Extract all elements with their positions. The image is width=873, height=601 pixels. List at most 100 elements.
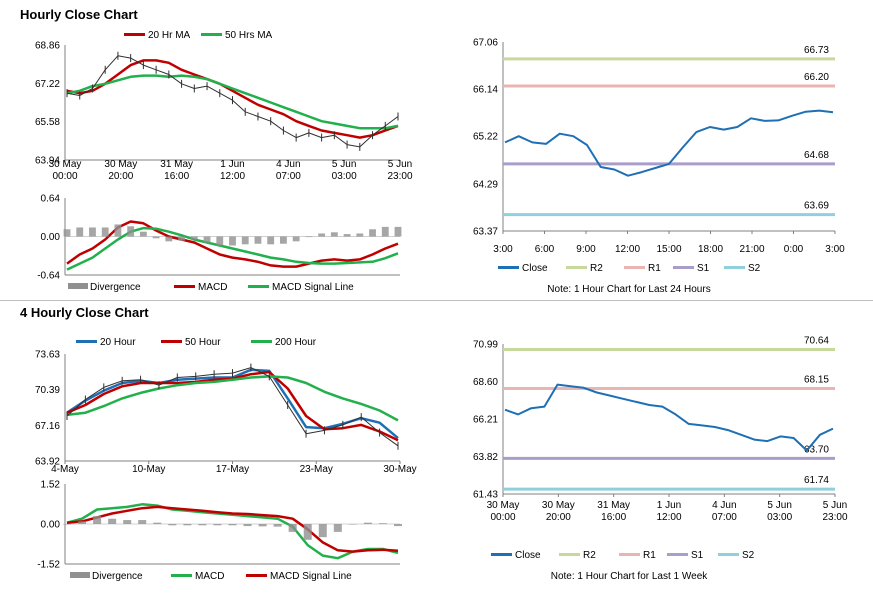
divergence-bar xyxy=(139,231,147,237)
y-tick-label: 68.60 xyxy=(473,377,498,388)
y-tick-label: 66.14 xyxy=(473,85,498,96)
divergence-bar xyxy=(267,236,275,245)
divergence-bar xyxy=(183,524,192,526)
x-tick-label: 23:00 xyxy=(822,512,847,523)
section-divider xyxy=(0,300,873,301)
y-tick-label: 70.99 xyxy=(473,340,498,351)
x-tick-label: 21:00 xyxy=(739,244,764,255)
divergence-bar xyxy=(318,233,326,237)
divergence-bar xyxy=(330,232,338,237)
y-tick-label: 0.64 xyxy=(41,194,61,205)
close-line xyxy=(504,383,834,452)
divergence-bar xyxy=(393,524,403,527)
close-line xyxy=(504,109,834,177)
x-tick-label: 31 May xyxy=(160,159,193,170)
x-tick-label: 12:00 xyxy=(220,171,245,182)
divergence-bar xyxy=(152,236,160,239)
x-tick-label: 4-May xyxy=(51,464,79,475)
level-label-r1: 68.15 xyxy=(804,375,829,386)
y-tick-label: 67.06 xyxy=(473,38,498,49)
divergence-bar xyxy=(333,524,342,532)
legend-macd-label: MACD xyxy=(198,282,227,293)
level-label-s1: 64.68 xyxy=(804,150,829,161)
x-tick-label: 07:00 xyxy=(276,171,301,182)
x-tick-label: 9:00 xyxy=(576,244,596,255)
divergence-bar xyxy=(190,236,198,240)
macd-line xyxy=(66,503,399,560)
divergence-bar xyxy=(165,236,173,242)
divergence-bar xyxy=(280,236,287,244)
divergence-bar xyxy=(127,226,135,237)
x-tick-label: 30 May xyxy=(104,159,137,170)
divergence-bar xyxy=(101,227,109,237)
x-tick-label: 23-May xyxy=(300,464,333,475)
divergence-bar xyxy=(89,227,96,237)
chart-note: Note: 1 Hour Chart for Last 24 Hours xyxy=(547,284,710,295)
divergence-bar xyxy=(356,233,364,237)
divergence-bar xyxy=(63,229,71,237)
x-tick-label: 0:00 xyxy=(784,244,804,255)
macd-signal-line-line xyxy=(66,505,399,553)
legend-50-hrs-ma-label: 50 Hrs MA xyxy=(225,30,273,41)
x-tick-label: 5 Jun xyxy=(332,159,356,170)
y-tick-label: 66.21 xyxy=(473,415,498,426)
divergence-bar xyxy=(178,236,185,241)
divergence-bar xyxy=(288,524,297,532)
divergence-bar xyxy=(378,523,387,524)
macd-signal-line-line xyxy=(66,226,399,271)
divergence-bar xyxy=(78,521,87,524)
y-tick-label: 0.00 xyxy=(41,232,61,243)
legend-macd-signal-line-label: MACD Signal Line xyxy=(272,282,354,293)
legend-divergence-label: Divergence xyxy=(92,571,143,582)
50-hour-line xyxy=(66,370,399,442)
legend-s2-label: S2 xyxy=(742,550,755,561)
x-tick-label: 1 Jun xyxy=(657,500,681,511)
y-tick-label: -0.64 xyxy=(37,271,60,282)
divergence-bar xyxy=(303,524,312,540)
divergence-bar xyxy=(258,524,267,527)
x-tick-label: 03:00 xyxy=(767,512,792,523)
divergence-bar xyxy=(243,524,252,527)
divergence-bar xyxy=(123,520,132,524)
y-tick-label: 73.63 xyxy=(35,350,60,361)
hourly-levels-chart: 67.06 66.14 65.22 64.29 63.37 3:00 6:00 9:00 12:… xyxy=(473,38,845,296)
y-tick-label: 61.43 xyxy=(473,490,498,501)
y-tick-label: 64.29 xyxy=(473,179,498,190)
divergence-bar xyxy=(62,524,72,525)
x-tick-label: 20:00 xyxy=(108,171,133,182)
legend-divergence-swatch xyxy=(70,572,90,578)
legend-50-hour-label: 50 Hour xyxy=(185,337,221,348)
divergence-bar xyxy=(228,524,237,526)
y-tick-label: 1.52 xyxy=(41,480,61,491)
legend-macd-label: MACD xyxy=(195,571,224,582)
divergence-bar xyxy=(254,236,262,244)
divergence-bar xyxy=(203,236,211,243)
x-tick-label: 6:00 xyxy=(535,244,555,255)
x-tick-label: 1 Jun xyxy=(220,159,244,170)
divergence-bar xyxy=(168,524,177,526)
x-tick-label: 3:00 xyxy=(825,244,845,255)
x-tick-label: 10-May xyxy=(132,464,165,475)
x-tick-label: 00:00 xyxy=(52,171,77,182)
divergence-bar xyxy=(363,522,372,524)
x-tick-label: 30-May xyxy=(383,464,416,475)
legend-close-label: Close xyxy=(522,263,548,274)
x-tick-label: 23:00 xyxy=(387,171,412,182)
hourly-macd-chart: 0.64 0.00 -0.64 Divergence MACD MACD Signal L… xyxy=(37,194,402,293)
20-hr-ma-line xyxy=(66,59,399,139)
x-tick-label: 00:00 xyxy=(490,512,515,523)
chart-note: Note: 1 Hour Chart for Last 1 Week xyxy=(551,571,709,582)
legend-s1-label: S1 xyxy=(697,263,710,274)
four-hourly-macd-chart: 1.52 0.00 -1.52 Divergence MACD MACD Signal L… xyxy=(37,480,403,582)
x-tick-label: 18:00 xyxy=(698,244,723,255)
x-tick-label: 16:00 xyxy=(601,512,626,523)
x-tick-label: 5 Jun xyxy=(388,159,412,170)
divergence-bar xyxy=(229,236,236,246)
level-label-s1: 63.70 xyxy=(804,444,829,455)
divergence-bar xyxy=(394,226,402,237)
divergence-bar xyxy=(318,524,327,538)
legend-s1-label: S1 xyxy=(691,550,704,561)
x-tick-label: 30 May xyxy=(487,500,520,511)
y-tick-label: 65.22 xyxy=(473,132,498,143)
